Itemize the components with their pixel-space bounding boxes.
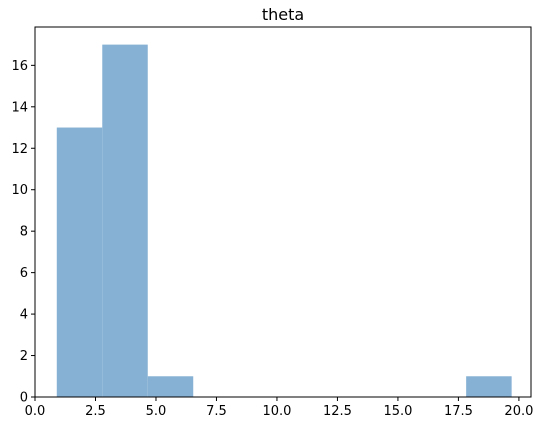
x-tick-label: 7.5 (206, 404, 227, 419)
y-axis: 0 2 4 6 8 10 12 14 16 (11, 59, 35, 406)
x-tick-label: 5.0 (146, 404, 167, 419)
x-tick-label: 0.0 (25, 404, 46, 419)
x-tick-label: 15.0 (383, 404, 412, 419)
histogram-bar-2 (147, 376, 194, 397)
y-tick-label: 12 (11, 142, 28, 157)
x-axis: 0.0 2.5 5.0 7.5 10.0 12.5 15.0 17.5 20.0 (25, 397, 533, 419)
plot-frame (34, 26, 532, 398)
histogram-bar-9 (466, 376, 512, 397)
x-tick-label: 10.0 (262, 404, 291, 419)
histogram-bar-0 (56, 127, 103, 397)
y-tick-label: 4 (20, 308, 28, 323)
y-tick-label: 6 (20, 266, 28, 281)
y-tick-label: 8 (20, 225, 28, 240)
y-tick-label: 2 (20, 349, 28, 364)
x-tick-label: 17.5 (444, 404, 473, 419)
histogram-bar-1 (102, 44, 148, 397)
chart-title: theta (262, 5, 304, 24)
y-tick-label: 0 (20, 391, 28, 406)
x-tick-label: 12.5 (323, 404, 352, 419)
x-tick-label: 20.0 (504, 404, 533, 419)
bars-group (56, 44, 512, 397)
y-tick-label: 14 (11, 100, 28, 115)
x-tick-label: 2.5 (85, 404, 106, 419)
y-tick-label: 10 (11, 183, 28, 198)
y-tick-label: 16 (11, 59, 28, 74)
